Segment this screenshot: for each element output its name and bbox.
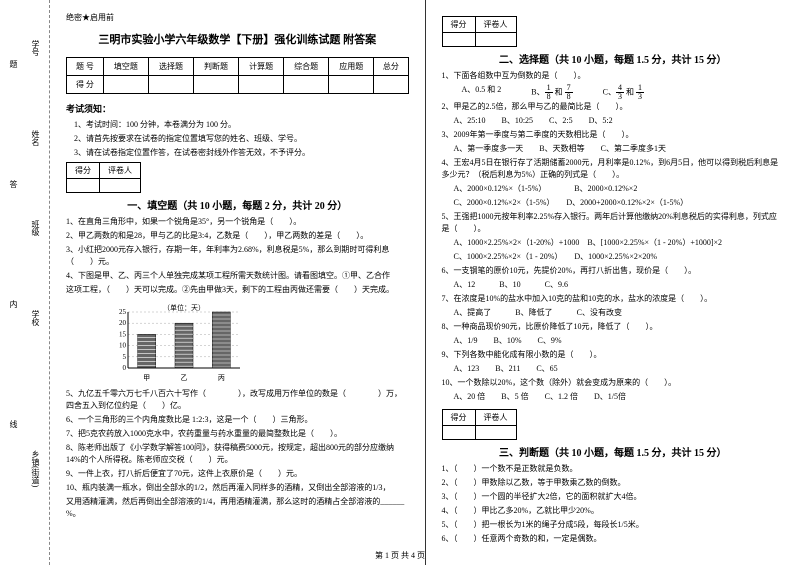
s2-q5oa: A、1000×2.25%×2×（1-20%）+1000 B、[1000×2.25…: [442, 237, 785, 249]
ss-grader: 评卷人: [475, 17, 516, 33]
s3-q4: 4、（ ）甲比乙多20%，乙就比甲少20%。: [442, 505, 785, 517]
s1-q3: 3、小红把2000元存入银行，存期一年，年利率为2.68%，利息税是5%，那么到…: [66, 244, 409, 268]
s2-q3o: A、第一季度多一天 B、天数相等 C、第二季度多1天: [442, 143, 785, 155]
s1-q10a: 10、瓶内装满一瓶水，倒出全部水的1/2，然后再灌入同样多的酒精，又倒出全部溶液…: [66, 482, 409, 494]
svg-text:丙: 丙: [218, 374, 225, 382]
right-column: 得分评卷人 二、选择题（共 10 小题，每题 1.5 分，共计 15 分） 1、…: [426, 0, 800, 565]
s2-q6: 6、一支钢笔的原价10元，先提价20%，再打八折出售，现价是（ ）。: [442, 265, 785, 277]
th-comp: 综合题: [284, 58, 329, 76]
s3-q6: 6、（ ）任意两个奇数的和，一定是偶数。: [442, 533, 785, 545]
s2-q5ob: C、1000×2.25%×2×（1 - 20%） D、1000×2.25%×2×…: [442, 251, 785, 263]
ss-grader: 评卷人: [100, 163, 141, 179]
secret-label: 绝密★启用前: [66, 12, 409, 23]
section1-title: 一、填空题（共 10 小题，每题 2 分，共计 20 分）: [66, 197, 409, 212]
s2-q1: 1、下面各组数中互为倒数的是（ ）。: [442, 70, 785, 82]
s2-q4oa: A、2000×0.12%×（1-5%） B、2000×0.12%×2: [442, 183, 785, 195]
s2-q7o: A、提高了 B、降低了 C、没有改变: [442, 307, 785, 319]
opt-a: A、0.5 和 2: [462, 84, 502, 101]
binding-label-id: 学号: [30, 40, 41, 56]
s2-q7: 7、在浓度是10%的盐水中加入10克的盐和10克的水，盐水的浓度是（ ）。: [442, 293, 785, 305]
svg-text:0: 0: [123, 364, 127, 372]
svg-text:甲: 甲: [143, 374, 150, 382]
s2-q8o: A、1/9 B、10% C、9%: [442, 335, 785, 347]
s1-q5: 5、九亿五千零六万七千八百六十写作（ ），改写成用万作单位的数是（ ）万，四舍五…: [66, 388, 409, 412]
dash-3: 内: [8, 300, 19, 308]
notice-1: 1、考试时间：100 分钟，本卷满分为 100 分。: [66, 119, 409, 130]
s2-q8: 8、一种商品现价90元，比原价降低了10元，降低了（ ）。: [442, 321, 785, 333]
table-row: 题 号 填空题 选择题 判断题 计算题 综合题 应用题 总分: [67, 58, 409, 76]
ss-grader: 评卷人: [475, 410, 516, 426]
dash-1: 题: [8, 60, 19, 68]
binding-label-name: 姓名: [30, 130, 41, 146]
s1-q6: 6、一个三角形的三个内角度数比是 1:2:3，这是一个（ ）三角形。: [66, 414, 409, 426]
bar-chart: 25 20 15 10 5 0 （单位：天） 甲 乙 丙: [106, 302, 246, 382]
s1-q4a: 4、下图是甲、乙、丙三个人单独完成某项工程所需天数统计图。请看图填空。①甲、乙合…: [66, 270, 409, 282]
th-num: 题 号: [67, 58, 104, 76]
s3-q5: 5、（ ）把一根长为1米的绳子分成5段，每段长1/5米。: [442, 519, 785, 531]
dash-2: 答: [8, 180, 19, 188]
exam-page: 学号 姓名 班级 学校 乡镇(街道) 题 答 内 线 绝密★启用前 三明市实验小…: [0, 0, 800, 565]
th-total: 总分: [374, 58, 408, 76]
s1-q8: 8、陈老师出版了《小学数学解答100问》，获得稿费5000元，按规定，超出800…: [66, 442, 409, 466]
th-calc: 计算题: [239, 58, 284, 76]
opt-b: B、18 和 78: [531, 84, 572, 101]
th-judge: 判断题: [194, 58, 239, 76]
svg-text:10: 10: [119, 342, 127, 350]
s1-q10b: 又用酒精灌满，然后再倒出全部溶液的1/4，再用酒精灌满，那么这时的酒精占全部溶液…: [66, 496, 409, 520]
ss-score: 得分: [442, 410, 475, 426]
svg-text:5: 5: [123, 353, 127, 361]
svg-text:（单位：天）: （单位：天）: [163, 303, 205, 312]
opt-c: C、43 和 13: [603, 84, 644, 101]
s2-q1-choices: A、0.5 和 2 B、18 和 78 C、43 和 13: [442, 84, 785, 101]
left-column: 绝密★启用前 三明市实验小学六年级数学【下册】强化训练试题 附答案 题 号 填空…: [50, 0, 426, 565]
s2-q10o: A、20 倍 B、5 倍 C、1.2 倍 D、1/5倍: [442, 391, 785, 403]
svg-text:乙: 乙: [181, 374, 188, 382]
s2-q4: 4、王宏4月5日在银行存了活期储蓄2000元，月利率是0.12%，到6月5日，他…: [442, 157, 785, 181]
notice-heading: 考试须知：: [66, 102, 409, 115]
page-footer: 第 1 页 共 4 页: [0, 550, 800, 561]
s2-q5: 5、王强把1000元按年利率2.25%存入银行。两年后计算他缴纳20%利息税后的…: [442, 211, 785, 235]
ss-score: 得分: [67, 163, 100, 179]
th-fill: 填空题: [103, 58, 148, 76]
section3-title: 三、判断题（共 10 小题，每题 1.5 分，共计 15 分）: [442, 444, 785, 459]
content-columns: 绝密★启用前 三明市实验小学六年级数学【下册】强化训练试题 附答案 题 号 填空…: [50, 0, 800, 565]
s1-q7: 7、把5克农药放入1000克水中，农药重量与药水重量的最简整数比是（ ）。: [66, 428, 409, 440]
s2-q10: 10、一个数除以20%，这个数（除外）就会变成为原来的（ ）。: [442, 377, 785, 389]
s1-q9: 9、一件上衣，打八折后便宜了70元，这件上衣原价是（ ）元。: [66, 468, 409, 480]
notice-3: 3、请在试卷指定位置作答，在试卷密封线外作答无效，不予评分。: [66, 147, 409, 158]
dash-4: 线: [8, 420, 19, 428]
binding-label-class: 班级: [30, 220, 41, 236]
svg-text:25: 25: [119, 308, 127, 316]
s1-q4b: 这项工程，（ ）天可以完成。②先由甲做3天，剩下的工程由丙做还需要（ ）天完成。: [66, 284, 409, 296]
th-app: 应用题: [329, 58, 374, 76]
score-summary-table: 题 号 填空题 选择题 判断题 计算题 综合题 应用题 总分 得 分: [66, 57, 409, 94]
svg-text:15: 15: [119, 330, 127, 338]
s2-q3: 3、2009年第一季度与第二季度的天数相比是（ ）。: [442, 129, 785, 141]
exam-title: 三明市实验小学六年级数学【下册】强化训练试题 附答案: [66, 31, 409, 47]
section-score-box: 得分评卷人: [66, 162, 141, 193]
score-label: 得 分: [67, 76, 104, 94]
section-score-box-3: 得分评卷人: [442, 409, 517, 440]
s2-q2o: A、25:10 B、10:25 C、2:5 D、5:2: [442, 115, 785, 127]
table-row: 得 分: [67, 76, 409, 94]
s2-q9o: A、123 B、211 C、65: [442, 363, 785, 375]
ss-score: 得分: [442, 17, 475, 33]
s2-q2: 2、甲是乙的2.5倍，那么甲与乙的最简比是（ ）。: [442, 101, 785, 113]
s1-q2: 2、甲乙两数的和是28，甲与乙的比是3:4，乙数是（ ），甲乙两数的差是（ ）。: [66, 230, 409, 242]
s3-q2: 2、（ ）甲数除以乙数，等于甲数乘乙数的倒数。: [442, 477, 785, 489]
th-choice: 选择题: [148, 58, 193, 76]
notice-2: 2、请首先按要求在试卷的指定位置填写您的姓名、班级、学号。: [66, 133, 409, 144]
binding-label-school: 学校: [30, 310, 41, 326]
section2-title: 二、选择题（共 10 小题，每题 1.5 分，共计 15 分）: [442, 51, 785, 66]
s1-q1: 1、在直角三角形中，如果一个锐角是35°，另一个锐角是（ ）。: [66, 216, 409, 228]
s3-q1: 1、（ ）一个数不是正数就是负数。: [442, 463, 785, 475]
s2-q6o: A、12 B、10 C、9.6: [442, 279, 785, 291]
s2-q4ob: C、2000×0.12%×2×（1-5%） D、2000+2000×0.12%×…: [442, 197, 785, 209]
s2-q9: 9、下列各数中能化成有限小数的是（ ）。: [442, 349, 785, 361]
s3-q3: 3、（ ）一个圆的半径扩大2倍，它的面积就扩大4倍。: [442, 491, 785, 503]
binding-label-town: 乡镇(街道): [30, 450, 41, 487]
svg-text:20: 20: [119, 319, 127, 327]
section-score-box-2: 得分评卷人: [442, 16, 517, 47]
binding-margin: 学号 姓名 班级 学校 乡镇(街道) 题 答 内 线: [0, 0, 50, 565]
